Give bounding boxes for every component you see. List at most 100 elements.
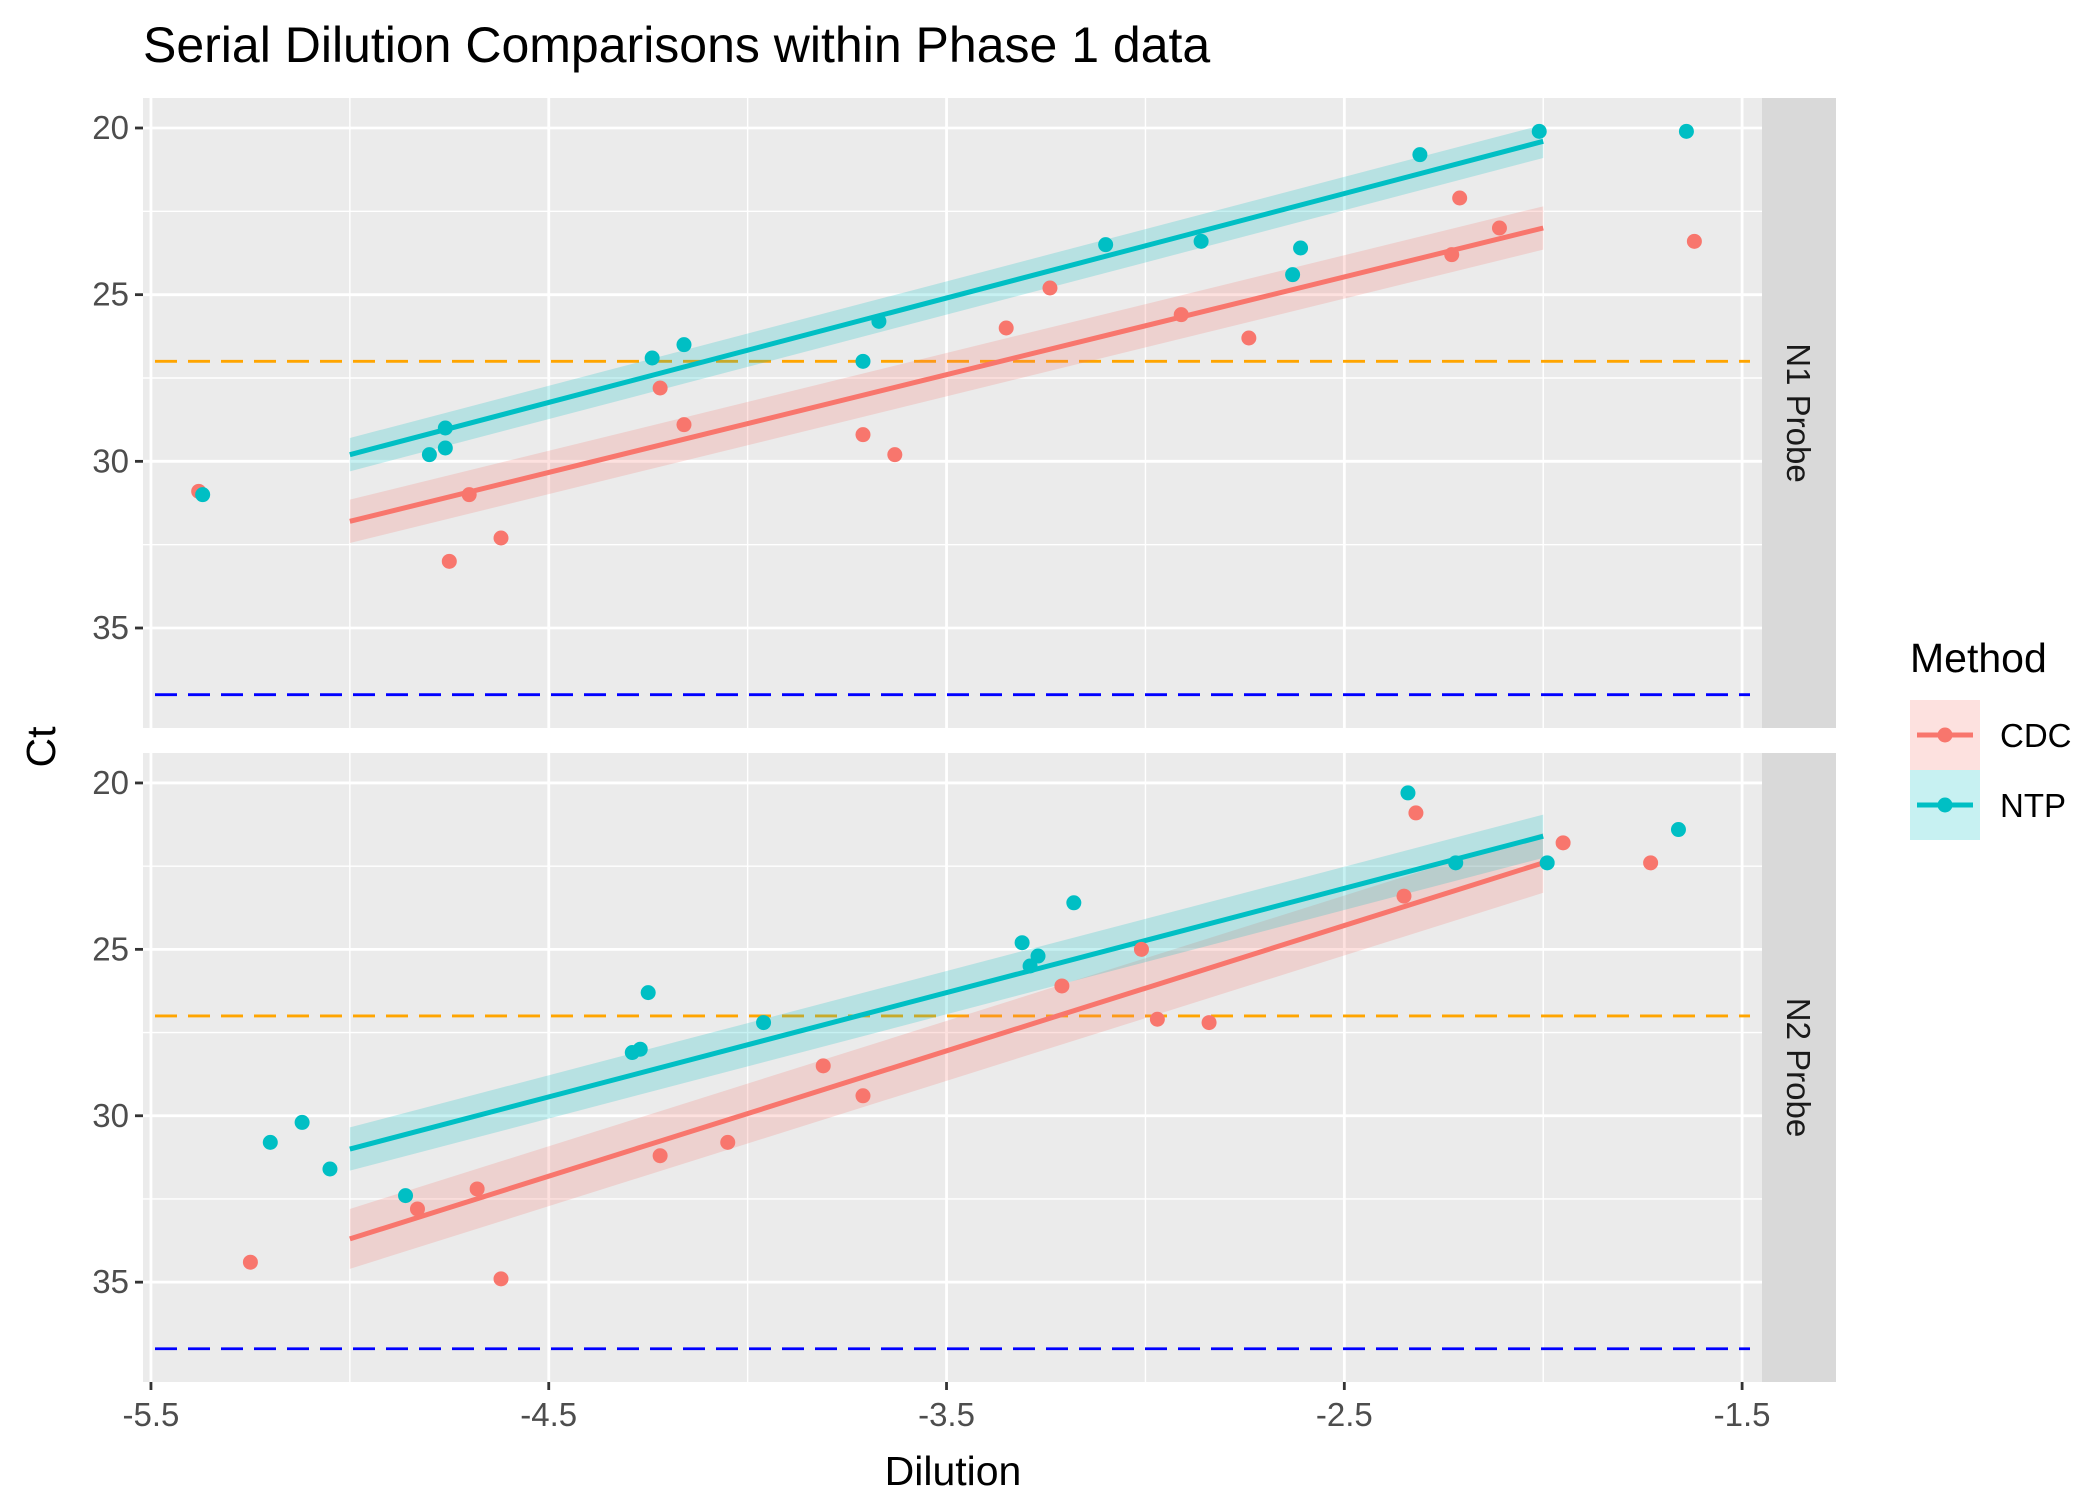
legend-title: Method: [1910, 635, 2047, 681]
data-point-ntp: [421, 447, 437, 463]
y-tick-label: 20: [92, 109, 129, 146]
data-point-ntp: [437, 420, 453, 436]
data-point-ntp: [756, 1015, 772, 1031]
data-point-cdc: [1201, 1015, 1217, 1031]
data-point-cdc: [855, 427, 871, 443]
y-tick-label: 30: [92, 442, 129, 479]
data-point-cdc: [469, 1181, 485, 1197]
data-point-ntp: [632, 1041, 648, 1057]
data-point-cdc: [815, 1058, 831, 1074]
data-point-ntp: [398, 1188, 414, 1204]
fit-line-ntp: [349, 833, 1544, 1152]
y-tick-label: 20: [92, 764, 129, 801]
legend: Method CDC NTP: [1910, 635, 2072, 840]
data-point-cdc: [652, 1148, 668, 1164]
y-tick-label: 30: [92, 1097, 129, 1134]
data-point-ntp: [1400, 785, 1416, 801]
y-tick-label: 35: [92, 609, 129, 646]
strip-background: [1762, 753, 1836, 1382]
data-point-cdc: [461, 487, 477, 503]
data-point-cdc: [493, 530, 509, 546]
data-point-cdc: [1173, 307, 1189, 323]
data-point-cdc: [409, 1201, 425, 1217]
data-point-cdc: [720, 1134, 736, 1150]
data-point-cdc: [242, 1254, 258, 1270]
data-point-ntp: [195, 487, 211, 503]
data-point-ntp: [1412, 147, 1428, 163]
legend-key-point: [1937, 797, 1953, 813]
x-axis-title: Dilution: [885, 1448, 1022, 1494]
data-point-cdc: [676, 417, 692, 433]
x-tick-label: -1.5: [1714, 1396, 1771, 1433]
legend-key-cdc: [1910, 700, 1980, 770]
data-point-cdc: [493, 1271, 509, 1287]
data-point-cdc: [441, 553, 457, 569]
panel-0: N1 Probe 20 25 30 35: [92, 98, 1836, 728]
data-point-cdc: [1491, 220, 1507, 236]
panel-background: [143, 753, 1762, 1382]
panels: N1 Probe 20 25 30 35 N2 Probe 20 25 30 35 -5.5 -4.5…: [92, 98, 1836, 1433]
y-tick-label: 25: [92, 276, 129, 313]
data-point-cdc: [1408, 805, 1424, 821]
chart-title: Serial Dilution Comparisons within Phase…: [143, 17, 1210, 73]
fit-line-cdc: [349, 225, 1544, 524]
legend-key-ntp: [1910, 770, 1980, 840]
data-point-ntp: [1066, 895, 1082, 911]
data-point-ntp: [1030, 948, 1046, 964]
data-point-ntp: [1678, 123, 1694, 139]
data-point-cdc: [1686, 233, 1702, 249]
data-point-ntp: [644, 350, 660, 366]
panel-background: [143, 98, 1762, 728]
data-point-ntp: [871, 313, 887, 329]
data-point-cdc: [1396, 888, 1412, 904]
data-point-ntp: [1285, 267, 1301, 283]
data-point-cdc: [652, 380, 668, 396]
data-point-cdc: [1133, 941, 1149, 957]
data-point-ntp: [1670, 822, 1686, 838]
x-tick-label: -3.5: [918, 1396, 975, 1433]
strip-background: [1762, 98, 1836, 728]
y-tick-label: 25: [92, 930, 129, 967]
data-point-cdc: [887, 447, 903, 463]
x-tick-label: -5.5: [123, 1396, 180, 1433]
data-point-cdc: [998, 320, 1014, 336]
x-tick-label: -4.5: [520, 1396, 577, 1433]
data-point-ntp: [294, 1114, 310, 1130]
data-point-ntp: [1193, 233, 1209, 249]
data-point-cdc: [1149, 1011, 1165, 1027]
data-point-ntp: [1022, 958, 1038, 974]
data-point-cdc: [855, 1088, 871, 1104]
strip-label: N2 Probe: [1780, 998, 1817, 1137]
x-tick-label: -2.5: [1316, 1396, 1373, 1433]
data-point-ntp: [437, 440, 453, 456]
strip-label: N1 Probe: [1780, 343, 1817, 482]
data-point-cdc: [1054, 978, 1070, 994]
panel-1: N2 Probe 20 25 30 35: [92, 753, 1836, 1382]
data-point-cdc: [1042, 280, 1058, 296]
x-axis: -5.5 -4.5 -3.5 -2.5 -1.5: [123, 1382, 1771, 1433]
data-point-ntp: [1014, 935, 1030, 951]
data-point-ntp: [1531, 123, 1547, 139]
legend-label-cdc: CDC: [2000, 717, 2072, 754]
data-point-cdc: [1241, 330, 1257, 346]
fit-line-ntp: [349, 138, 1544, 458]
y-axis-title: Ct: [18, 726, 64, 768]
legend-label-ntp: NTP: [2000, 787, 2066, 824]
data-point-ntp: [1293, 240, 1309, 256]
legend-key-point: [1937, 727, 1953, 743]
y-tick-label: 35: [92, 1263, 129, 1300]
data-point-cdc: [1643, 855, 1659, 871]
data-point-ntp: [676, 337, 692, 353]
data-point-cdc: [1555, 835, 1571, 851]
fit-line-cdc: [349, 860, 1544, 1242]
data-point-ntp: [1098, 237, 1114, 253]
data-point-ntp: [640, 985, 656, 1001]
data-point-cdc: [1444, 247, 1460, 263]
data-point-ntp: [1448, 855, 1464, 871]
data-point-ntp: [322, 1161, 338, 1177]
data-point-ntp: [1539, 855, 1555, 871]
data-point-ntp: [262, 1134, 278, 1150]
data-point-cdc: [1452, 190, 1468, 206]
data-point-ntp: [855, 353, 871, 369]
